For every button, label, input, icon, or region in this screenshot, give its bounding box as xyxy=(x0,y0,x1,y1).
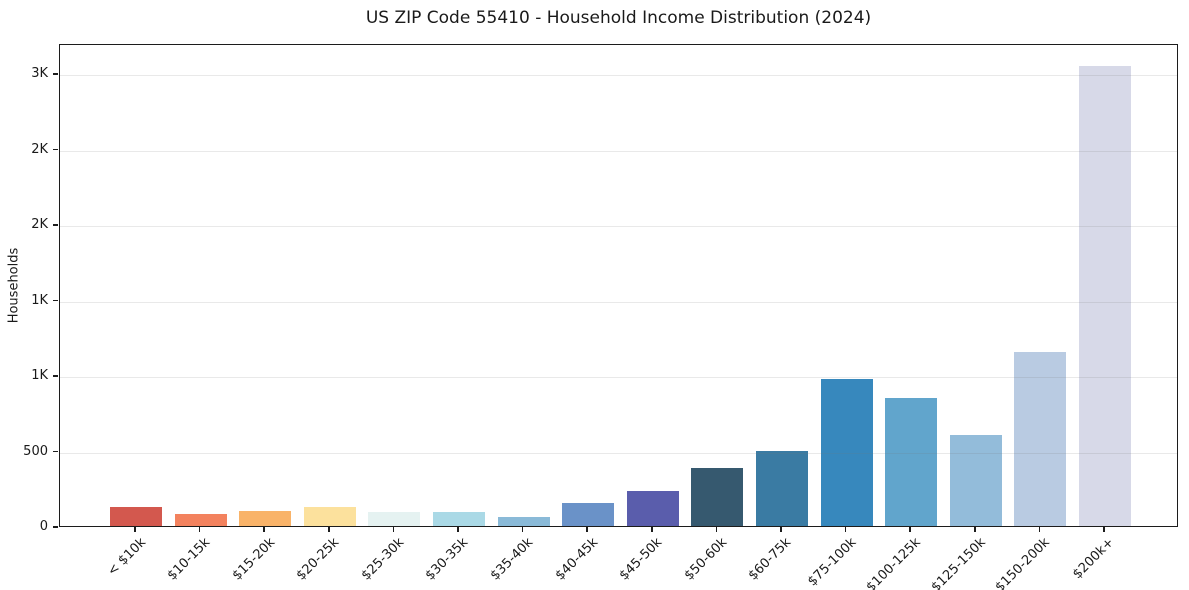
x-tick-mark xyxy=(586,527,588,532)
bar xyxy=(949,435,1002,526)
x-tick-label: $20-25k xyxy=(293,535,343,584)
x-tick-mark xyxy=(392,527,395,532)
bar xyxy=(626,490,679,526)
x-tick-label: $35-40k xyxy=(487,535,537,584)
plot-area xyxy=(59,44,1178,527)
x-tick-mark xyxy=(909,527,911,532)
bar xyxy=(239,510,292,526)
x-tick-label: < $10k xyxy=(104,535,149,580)
bar xyxy=(174,513,227,526)
x-tick-label: $200k+ xyxy=(1070,535,1118,583)
bar xyxy=(885,397,938,526)
y-tick-mark xyxy=(53,450,58,453)
gridline xyxy=(60,226,1177,228)
y-tick-label: 2K xyxy=(31,141,48,157)
bar xyxy=(1079,65,1131,526)
y-tick-label: 0 xyxy=(39,519,48,534)
x-tick-label: $40-45k xyxy=(552,535,601,584)
bar xyxy=(303,507,356,526)
y-tick-mark xyxy=(53,73,58,75)
y-tick-mark xyxy=(53,375,58,377)
x-tick-label: $15-20k xyxy=(229,535,278,584)
y-tick-mark xyxy=(53,148,58,151)
gridline xyxy=(60,75,1177,77)
y-tick-mark xyxy=(53,299,58,302)
x-tick-label: $150-200k xyxy=(992,535,1054,590)
x-tick-label: $25-30k xyxy=(358,535,408,584)
y-tick-label: 1K xyxy=(31,292,48,308)
bar xyxy=(756,450,808,526)
x-tick-label: $30-35k xyxy=(423,535,472,584)
x-tick-label: $75-100k xyxy=(804,535,860,590)
y-tick-label: 1K xyxy=(31,368,48,384)
x-tick-mark xyxy=(1103,527,1105,532)
x-tick-mark xyxy=(198,527,201,532)
x-tick-label: $100-125k xyxy=(863,535,924,590)
bar xyxy=(497,516,550,526)
y-tick-label: 500 xyxy=(23,443,48,459)
y-axis-label: Households xyxy=(6,247,22,324)
bar xyxy=(562,503,615,526)
x-tick-mark xyxy=(328,527,330,532)
x-tick-mark xyxy=(780,527,782,532)
gridline xyxy=(60,150,1177,152)
bar xyxy=(110,507,162,526)
y-tick-mark xyxy=(53,224,58,226)
x-tick-mark xyxy=(457,527,459,532)
x-tick-label: $45-50k xyxy=(616,535,666,584)
y-tick-label: 2K xyxy=(31,217,48,233)
bar xyxy=(368,512,421,526)
x-tick-mark xyxy=(651,527,653,532)
x-tick-mark xyxy=(974,527,976,532)
bar xyxy=(1014,352,1067,526)
gridline xyxy=(60,452,1177,454)
x-tick-label: $50-60k xyxy=(681,535,731,584)
gridline xyxy=(60,377,1177,379)
x-tick-mark xyxy=(1038,527,1041,532)
x-tick-mark xyxy=(521,527,524,532)
bar xyxy=(691,467,744,526)
gridline xyxy=(60,301,1177,303)
x-tick-label: $10-15k xyxy=(164,535,214,584)
y-tick-mark xyxy=(53,526,58,528)
x-tick-mark xyxy=(134,527,136,532)
bar xyxy=(820,378,873,526)
bar xyxy=(433,511,485,526)
y-tick-label: 3K xyxy=(31,66,48,82)
x-tick-label: $125-150k xyxy=(928,535,989,590)
chart-title: US ZIP Code 55410 - Household Income Dis… xyxy=(365,8,872,28)
x-tick-mark xyxy=(263,527,265,532)
x-tick-mark xyxy=(715,527,718,532)
x-tick-mark xyxy=(844,527,847,532)
x-tick-label: $60-75k xyxy=(746,535,795,584)
